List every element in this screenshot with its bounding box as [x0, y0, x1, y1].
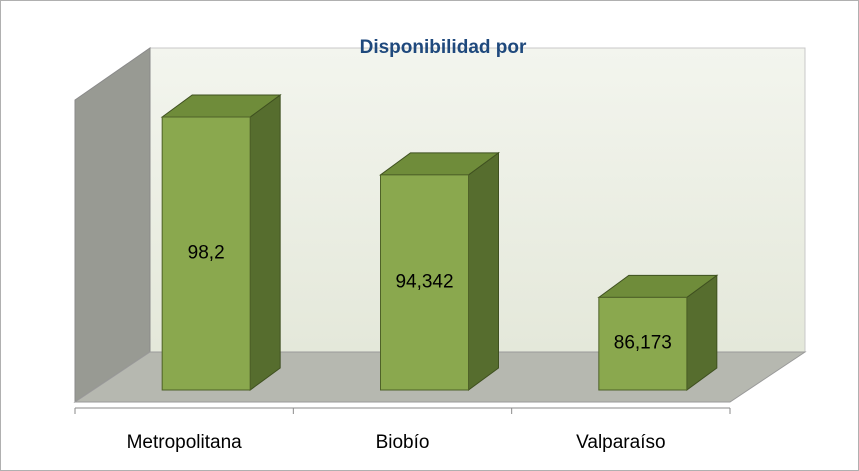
chart-title: Disponibilidad por	[360, 37, 527, 58]
bar	[598, 296, 688, 391]
x-tick-label: Valparaíso	[576, 432, 665, 453]
bar-side	[468, 151, 499, 391]
x-tick-label: Metropolitana	[127, 432, 243, 453]
value-label: 98,2	[188, 243, 225, 264]
bar-side	[249, 94, 281, 391]
x-tick-label: Biobío	[376, 432, 430, 453]
value-label: 86,173	[614, 333, 672, 354]
bar	[161, 116, 251, 391]
side-wall	[74, 47, 151, 403]
value-label: 94,342	[395, 271, 453, 292]
bar	[380, 174, 469, 391]
